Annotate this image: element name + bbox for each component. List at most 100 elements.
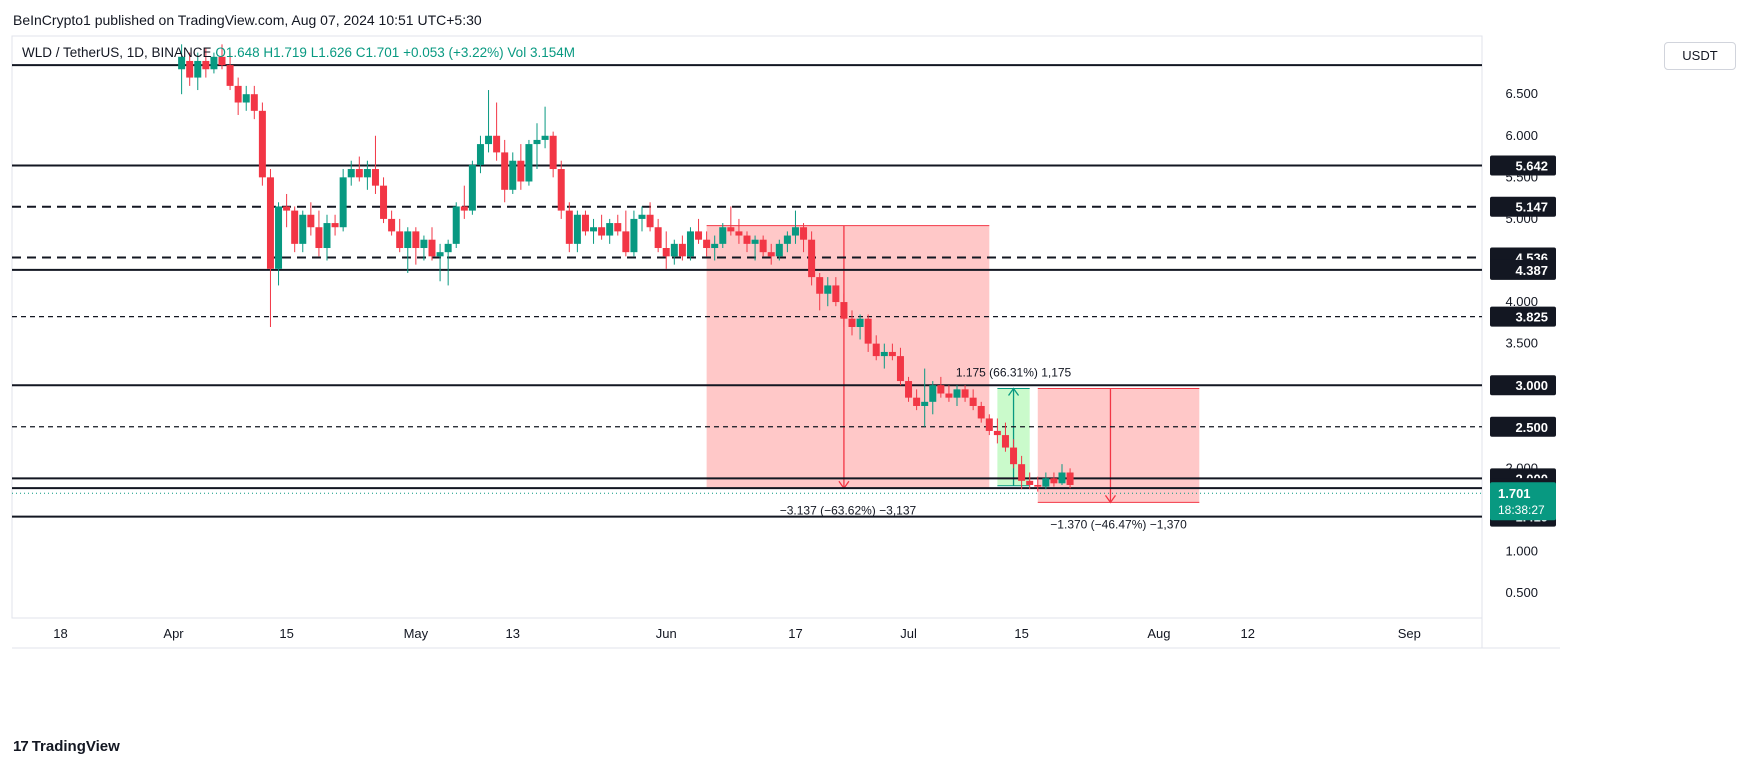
symbol-legend: WLD / TetherUS, 1D, BINANCE O1.648 H1.71… xyxy=(22,45,575,60)
candle-body xyxy=(355,169,363,178)
candle-body xyxy=(961,389,969,398)
candle-body xyxy=(662,248,670,257)
candle-body xyxy=(929,385,937,402)
attribution-text: BeInCrypto1 published on TradingView.com… xyxy=(13,12,482,28)
candle xyxy=(929,381,937,415)
candle-body xyxy=(993,430,1001,436)
candle-body xyxy=(460,206,468,211)
candle xyxy=(977,401,985,423)
x-tick-label: 12 xyxy=(1241,626,1255,641)
candle-body xyxy=(1042,478,1050,487)
candle-body xyxy=(234,85,242,103)
level-price-label xyxy=(1490,416,1556,437)
tradingview-brand: TradingView xyxy=(31,738,120,755)
candle-body xyxy=(266,177,274,269)
candle xyxy=(800,223,808,253)
candle xyxy=(888,343,896,361)
tradingview-logo[interactable]: 17 TradingView xyxy=(13,738,120,755)
x-tick-label: Jul xyxy=(900,626,917,641)
level-price-text: 3.000 xyxy=(1515,378,1548,393)
candle xyxy=(896,347,904,386)
candle-body xyxy=(541,135,549,140)
candle-body xyxy=(896,356,904,382)
candle-body xyxy=(509,160,517,190)
candle-body xyxy=(880,351,888,357)
candle-body xyxy=(719,227,727,244)
candle-body xyxy=(363,169,371,178)
candle xyxy=(670,239,678,265)
candle xyxy=(606,218,614,244)
candle xyxy=(816,272,824,311)
candle xyxy=(275,202,283,286)
candle xyxy=(396,218,404,253)
candle xyxy=(808,231,816,286)
candle xyxy=(380,177,388,224)
candle xyxy=(452,202,460,249)
candle-body xyxy=(1018,464,1026,481)
candle-body xyxy=(590,227,598,232)
candle-body xyxy=(1058,472,1066,484)
candle xyxy=(315,210,323,257)
candle-body xyxy=(307,214,315,228)
candle xyxy=(299,210,307,253)
candle-body xyxy=(783,235,791,244)
level-price-label xyxy=(1490,306,1556,327)
candle xyxy=(872,335,880,361)
candle-body xyxy=(767,252,775,257)
candle-body xyxy=(872,343,880,357)
y-tick-label: 3.500 xyxy=(1505,336,1538,351)
candle xyxy=(339,169,347,232)
candle xyxy=(880,343,888,369)
candle-body xyxy=(703,239,711,249)
candle-body xyxy=(1034,484,1042,487)
candle xyxy=(622,210,630,257)
candle xyxy=(194,52,202,91)
candle xyxy=(485,90,493,153)
candle xyxy=(985,414,993,436)
y-tick-label: 6.500 xyxy=(1505,86,1538,101)
currency-button[interactable]: USDT xyxy=(1664,42,1736,70)
measure-arrow-head xyxy=(1008,387,1020,396)
candle xyxy=(783,231,791,253)
candle xyxy=(686,227,694,261)
candle xyxy=(420,235,428,261)
legend-open: O1.648 xyxy=(215,45,260,60)
candle xyxy=(202,48,210,78)
candle xyxy=(1018,455,1026,490)
measure-label: 1.175 (66.31%) 1,175 xyxy=(956,366,1072,380)
candle-body xyxy=(485,135,493,145)
x-tick-label: 18 xyxy=(53,626,67,641)
y-tick-label: 0.500 xyxy=(1505,585,1538,600)
candle-body xyxy=(250,94,258,111)
candle xyxy=(331,214,339,236)
x-tick-label: Sep xyxy=(1398,626,1421,641)
candle-body xyxy=(275,206,283,269)
candle xyxy=(678,235,686,261)
candle-body xyxy=(840,302,848,319)
candle xyxy=(840,293,848,327)
candle xyxy=(412,227,420,265)
candle-body xyxy=(315,227,323,249)
candle xyxy=(735,218,743,244)
candle xyxy=(824,277,832,307)
level-price-text: 5.147 xyxy=(1515,200,1548,215)
level-price-label xyxy=(1490,259,1556,280)
candle xyxy=(832,277,840,307)
candle-body xyxy=(396,231,404,249)
candle-body xyxy=(800,227,808,240)
candle-body xyxy=(791,227,799,236)
candle-body xyxy=(1010,447,1018,465)
candle-body xyxy=(977,405,985,419)
candle-body xyxy=(210,56,218,70)
level-price-text: 4.387 xyxy=(1515,263,1548,278)
candle xyxy=(953,385,961,406)
candle-body xyxy=(1050,478,1058,484)
candle-body xyxy=(743,235,751,244)
candle xyxy=(945,385,953,402)
candle xyxy=(178,44,186,95)
x-tick-label: 17 xyxy=(788,626,802,641)
candle-body xyxy=(727,227,735,232)
y-tick-label: 1.000 xyxy=(1505,543,1538,558)
candle xyxy=(234,77,242,115)
